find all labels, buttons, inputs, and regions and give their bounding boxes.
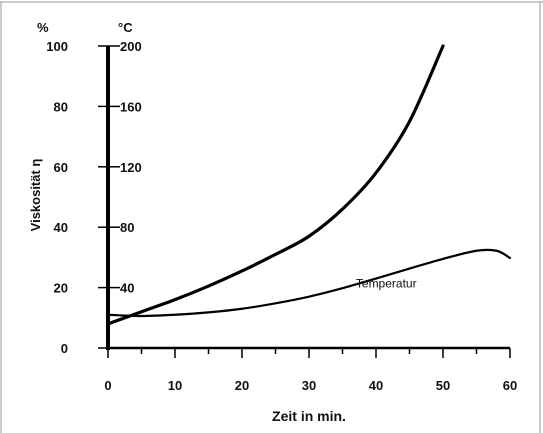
- y-right-tick-label: 160: [120, 99, 142, 114]
- y-right-tick-label: 80: [120, 220, 134, 235]
- y-axis-label: Viskosität η: [28, 159, 43, 232]
- series-line-temperatur: [106, 248, 512, 318]
- x-tick-label: 0: [104, 378, 111, 393]
- y-left-unit-label: %: [37, 20, 49, 35]
- x-tick-label: 60: [503, 378, 517, 393]
- y-left-tick-label: 100: [46, 39, 68, 54]
- x-ticks: 0 10 20 30 40 50 60: [104, 348, 517, 393]
- x-tick-label: 40: [369, 378, 383, 393]
- y-left-ticks: 0 20 40 60 80 100: [46, 39, 108, 356]
- x-axis-label: Zeit in min.: [272, 408, 346, 424]
- y-left-tick-label: 20: [54, 281, 68, 296]
- y-right-ticks: 40 80 120 160 200: [108, 39, 142, 296]
- y-right-tick-label: 120: [120, 160, 142, 175]
- y-right-tick-label: 200: [120, 39, 142, 54]
- series-label-temperatur: Temperatur: [356, 277, 417, 291]
- y-right-tick-label: 40: [120, 281, 134, 296]
- y-left-tick-label: 40: [54, 220, 68, 235]
- y-left-tick-label: 60: [54, 160, 68, 175]
- x-tick-label: 20: [235, 378, 249, 393]
- y-left-tick-label: 0: [61, 341, 68, 356]
- series-group: [106, 44, 512, 326]
- y-left-tick-label: 80: [54, 99, 68, 114]
- x-tick-label: 30: [302, 378, 316, 393]
- x-tick-label: 50: [436, 378, 450, 393]
- x-tick-label: 10: [168, 378, 182, 393]
- y-right-unit-label: °C: [118, 20, 133, 35]
- series-line-viskositaet: [106, 44, 445, 326]
